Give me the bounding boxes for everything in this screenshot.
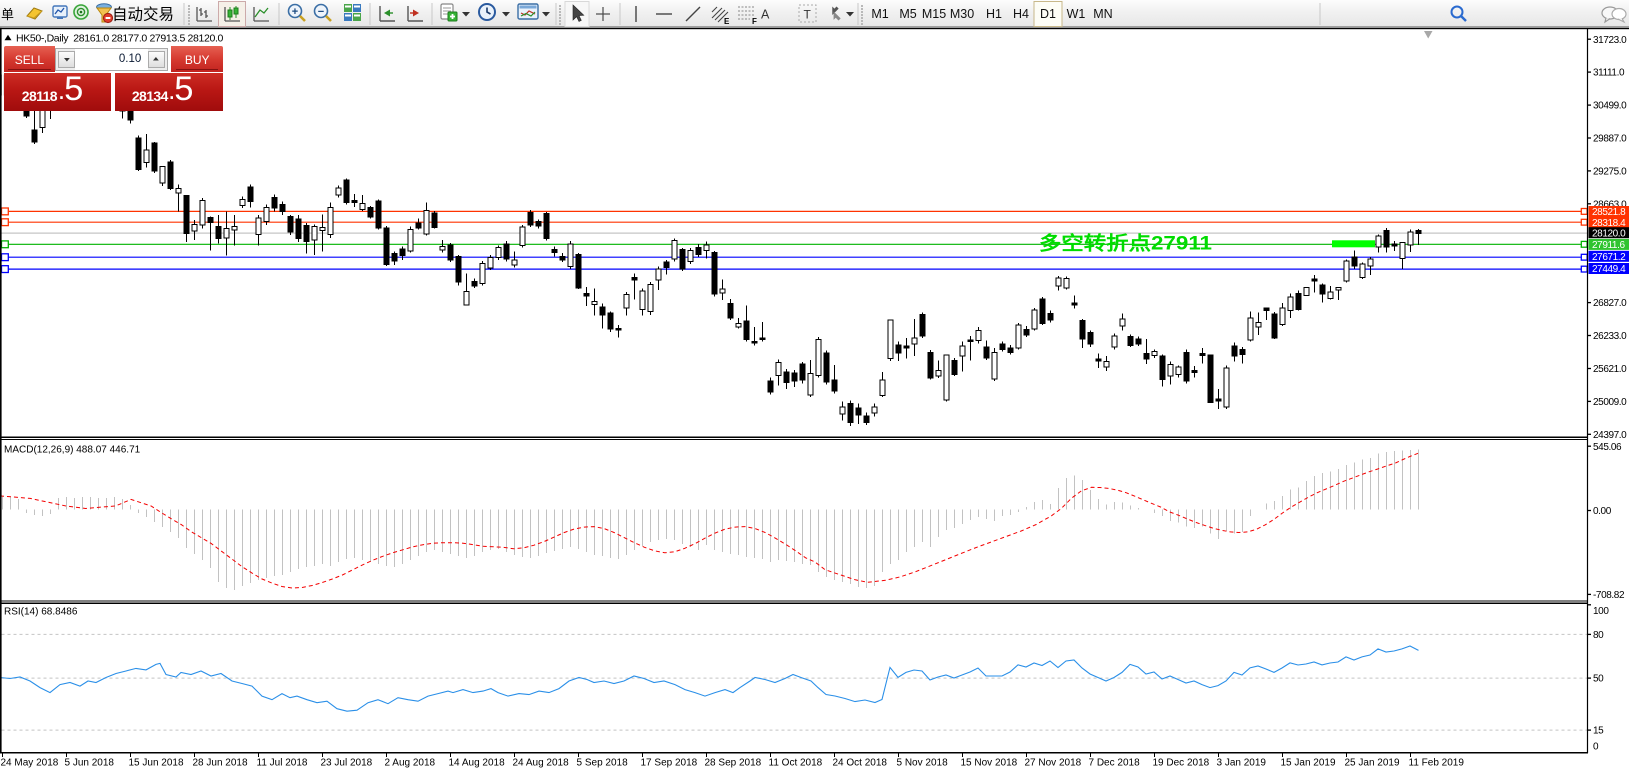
svg-text:15: 15 <box>1593 726 1604 737</box>
svg-text:30499.0: 30499.0 <box>1593 101 1627 112</box>
svg-text:29887.0: 29887.0 <box>1593 134 1627 145</box>
svg-text:-708.82: -708.82 <box>1593 590 1625 601</box>
svg-text:MACD(12,26,9) 488.07 446.71: MACD(12,26,9) 488.07 446.71 <box>4 445 141 456</box>
svg-text:HK50-,Daily 28161.0 28177.0 2: HK50-,Daily 28161.0 28177.0 27913.5 2812… <box>16 32 224 44</box>
svg-text:11 Jul 2018: 11 Jul 2018 <box>257 758 308 769</box>
svg-text:31723.0: 31723.0 <box>1593 35 1627 46</box>
svg-text:5 Nov 2018: 5 Nov 2018 <box>897 758 949 769</box>
svg-text:27671.2: 27671.2 <box>1592 252 1626 263</box>
svg-text:5 Jun 2018: 5 Jun 2018 <box>65 758 115 769</box>
svg-text:27 Nov 2018: 27 Nov 2018 <box>1025 758 1082 769</box>
svg-text:H4: H4 <box>1013 7 1029 21</box>
svg-text:7 Dec 2018: 7 Dec 2018 <box>1089 758 1141 769</box>
svg-text:RSI(14) 68.8486: RSI(14) 68.8486 <box>4 607 78 618</box>
svg-text:M5: M5 <box>899 7 916 21</box>
svg-text:24397.0: 24397.0 <box>1593 430 1627 441</box>
svg-text:3 Jan 2019: 3 Jan 2019 <box>1217 758 1267 769</box>
svg-text:H1: H1 <box>986 7 1002 21</box>
svg-text:−: − <box>318 6 324 18</box>
svg-text:M1: M1 <box>871 7 888 21</box>
svg-text:26233.0: 26233.0 <box>1593 331 1627 342</box>
svg-text:28521.8: 28521.8 <box>1592 207 1626 218</box>
svg-text:11 Oct 2018: 11 Oct 2018 <box>769 758 823 769</box>
svg-text:0: 0 <box>1593 741 1599 752</box>
svg-text:25009.0: 25009.0 <box>1593 397 1627 408</box>
svg-text:11 Feb 2019: 11 Feb 2019 <box>1409 758 1465 769</box>
svg-text:14 Aug 2018: 14 Aug 2018 <box>449 758 506 769</box>
svg-text:19 Dec 2018: 19 Dec 2018 <box>1153 758 1210 769</box>
svg-text:545.06: 545.06 <box>1593 442 1622 453</box>
svg-text:27449.4: 27449.4 <box>1592 264 1626 275</box>
svg-text:单: 单 <box>1 7 14 22</box>
svg-text:27911.6: 27911.6 <box>1592 240 1625 251</box>
svg-text:24 Oct 2018: 24 Oct 2018 <box>833 758 888 769</box>
svg-text:25 Jan 2019: 25 Jan 2019 <box>1345 758 1400 769</box>
svg-text:15 Nov 2018: 15 Nov 2018 <box>961 758 1018 769</box>
svg-text:28120.0: 28120.0 <box>1592 228 1626 239</box>
svg-text:W1: W1 <box>1067 7 1086 21</box>
svg-text:MN: MN <box>1093 7 1112 21</box>
svg-text:100: 100 <box>1593 606 1609 617</box>
svg-text:25621.0: 25621.0 <box>1593 364 1627 375</box>
svg-text:M30: M30 <box>950 7 974 21</box>
svg-text:E: E <box>724 17 730 26</box>
svg-text:29275.0: 29275.0 <box>1593 167 1627 178</box>
svg-text:28 Sep 2018: 28 Sep 2018 <box>705 758 762 769</box>
svg-text:2 Aug 2018: 2 Aug 2018 <box>385 758 436 769</box>
svg-text:T: T <box>804 8 812 22</box>
svg-text:0.00: 0.00 <box>1593 506 1612 517</box>
svg-text:80: 80 <box>1593 630 1604 641</box>
svg-text:28663.0: 28663.0 <box>1593 199 1627 210</box>
svg-text:28318.4: 28318.4 <box>1592 218 1626 229</box>
svg-text:5 Sep 2018: 5 Sep 2018 <box>577 758 629 769</box>
svg-text:24 Aug 2018: 24 Aug 2018 <box>513 758 570 769</box>
svg-text:自动交易: 自动交易 <box>112 6 174 24</box>
svg-text:26827.0: 26827.0 <box>1593 298 1627 309</box>
svg-text:31111.0: 31111.0 <box>1593 68 1625 79</box>
svg-text:24 May 2018: 24 May 2018 <box>1 758 59 769</box>
svg-text:A: A <box>761 8 770 22</box>
svg-text:D1: D1 <box>1040 7 1056 21</box>
svg-text:M15: M15 <box>922 7 946 21</box>
svg-text:23 Jul 2018: 23 Jul 2018 <box>321 758 373 769</box>
svg-text:28 Jun 2018: 28 Jun 2018 <box>193 758 248 769</box>
svg-text:15 Jun 2018: 15 Jun 2018 <box>129 758 184 769</box>
svg-text:50: 50 <box>1593 674 1604 685</box>
svg-text:F: F <box>752 17 757 26</box>
svg-text:+: + <box>292 6 298 18</box>
svg-text:15 Jan 2019: 15 Jan 2019 <box>1281 758 1336 769</box>
svg-text:多空转折点27911: 多空转折点27911 <box>1039 232 1212 255</box>
svg-text:17 Sep 2018: 17 Sep 2018 <box>641 758 698 769</box>
